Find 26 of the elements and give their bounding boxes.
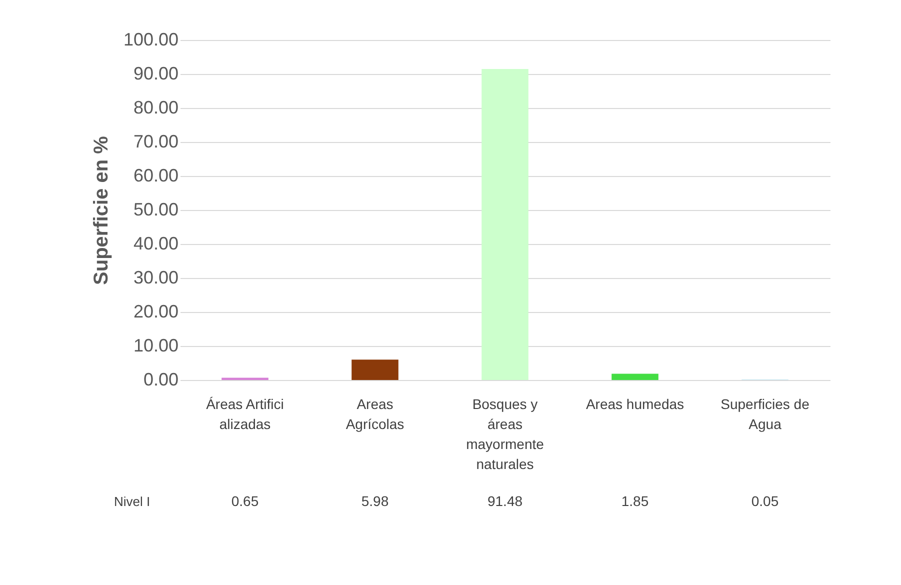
y-tick-label: 40.00 bbox=[133, 234, 178, 254]
bar bbox=[352, 360, 398, 380]
y-tick-label: 80.00 bbox=[133, 98, 178, 118]
y-tick-label: 10.00 bbox=[133, 336, 178, 356]
y-tick-label: 0.00 bbox=[143, 370, 178, 390]
data-label: 0.05 bbox=[751, 493, 779, 509]
y-tick-label: 50.00 bbox=[133, 200, 178, 220]
y-axis-title: Superficie en % bbox=[90, 136, 112, 285]
x-tick-label: Superficies de Agua bbox=[720, 396, 810, 432]
bar bbox=[612, 374, 658, 380]
text: Nivel I bbox=[114, 494, 150, 509]
y-tick-label: 90.00 bbox=[133, 64, 178, 84]
data-label: 91.48 bbox=[487, 493, 523, 509]
y-tick-label: 30.00 bbox=[133, 268, 178, 288]
y-tick-label: 20.00 bbox=[133, 302, 178, 322]
data-label: 5.98 bbox=[361, 493, 389, 509]
x-tick-label: Areas humedas bbox=[586, 396, 684, 412]
bar bbox=[482, 68, 528, 380]
x-tick-label: Areas Agrícolas bbox=[346, 396, 404, 432]
y-tick-label: 60.00 bbox=[133, 166, 178, 186]
data-label: 1.85 bbox=[621, 493, 649, 509]
data-label: 0.65 bbox=[231, 493, 259, 509]
x-tick-label: Áreas Artificializadas bbox=[206, 396, 284, 432]
x-tick-label: Bosques y áreas mayormente naturales bbox=[466, 396, 544, 472]
y-tick-label: 100.00 bbox=[123, 30, 178, 50]
y-tick-label: 70.00 bbox=[133, 132, 178, 152]
